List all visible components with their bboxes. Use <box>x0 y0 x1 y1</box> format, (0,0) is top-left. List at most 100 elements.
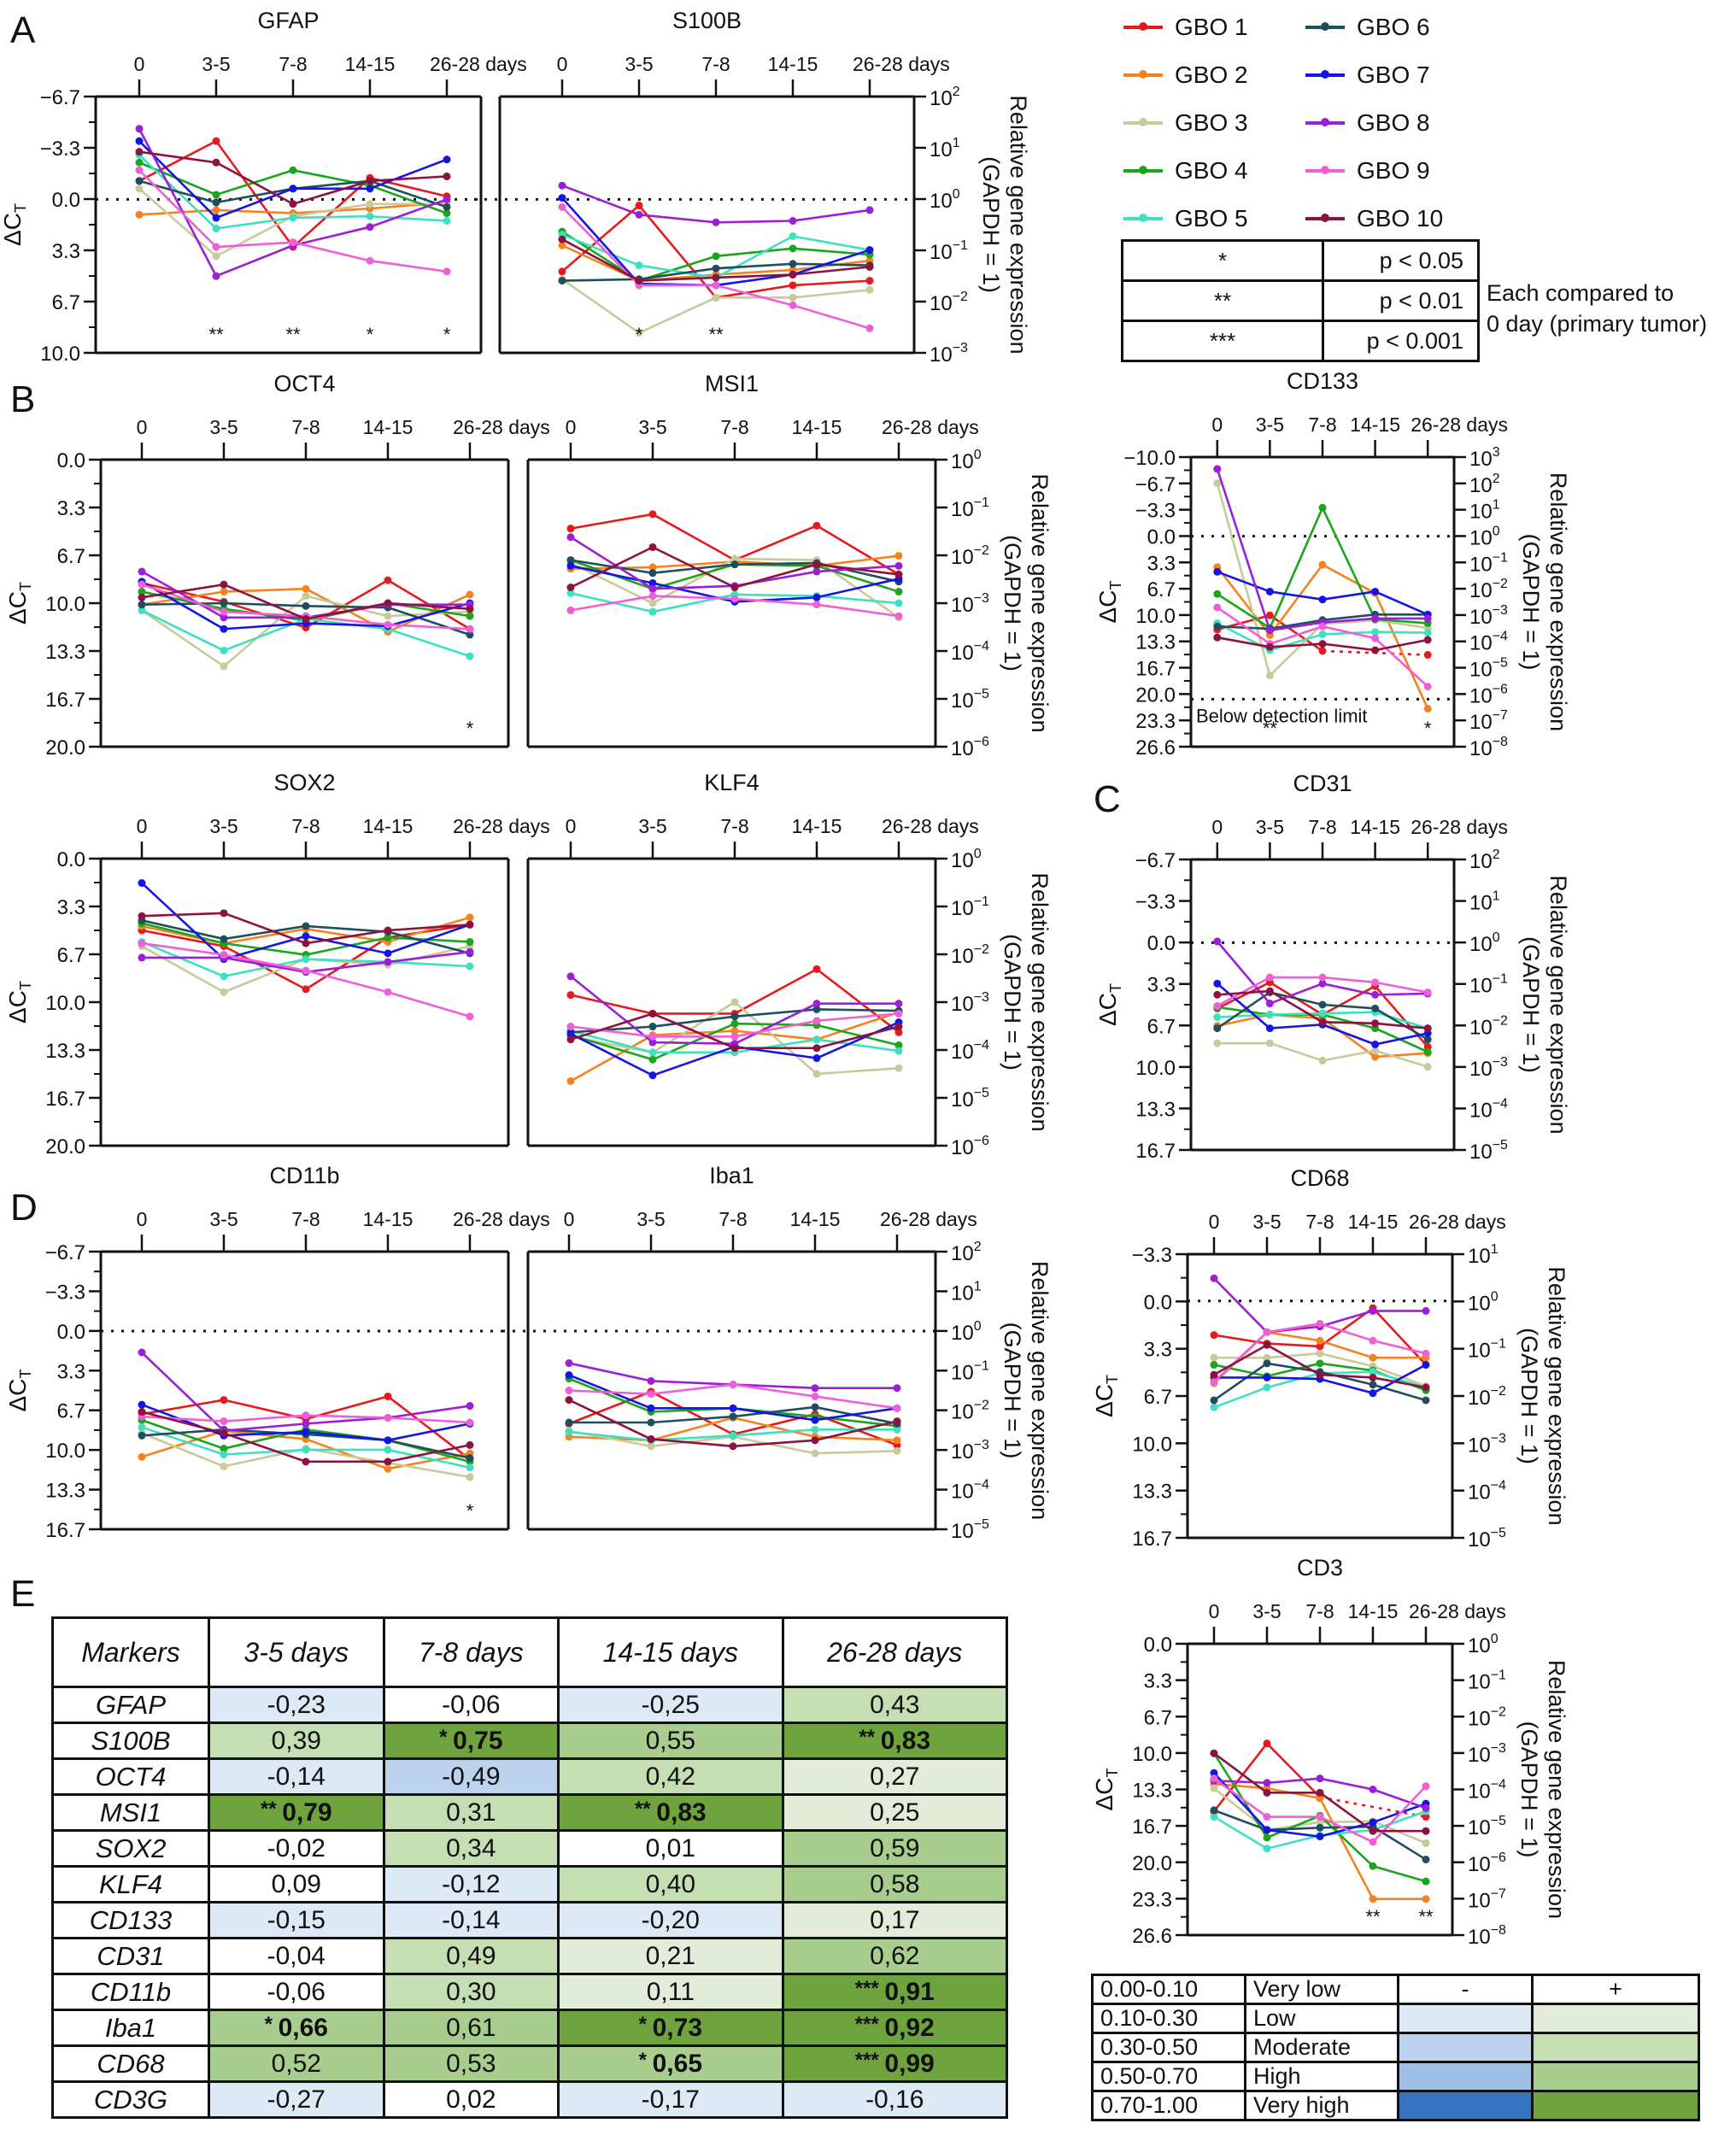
right-tick-label: 101 <box>951 1279 982 1305</box>
right-tick-label: 10−2 <box>1469 577 1508 602</box>
series-segment <box>734 597 818 606</box>
legend-item: GBO 6 <box>1305 10 1430 44</box>
right-tick-label: 10−6 <box>951 735 989 760</box>
tick-exponent: −5 <box>1493 1138 1508 1153</box>
series-gbo-8 <box>1210 1774 1430 1812</box>
series-gbo-5 <box>138 1423 474 1472</box>
series-segment <box>652 1045 736 1076</box>
y-tick-label: 23.3 <box>1132 1888 1172 1911</box>
series-segment <box>1322 619 1375 625</box>
y-tick-label: 6.7 <box>57 1400 85 1423</box>
tick-exponent: −5 <box>974 1086 989 1100</box>
y-tick-label: 10.0 <box>45 593 85 616</box>
correlation-value: 0,27 <box>870 1762 920 1791</box>
correlation-value: -0,14 <box>267 1762 326 1791</box>
series-segment <box>652 563 736 575</box>
y-tick-label: 13.3 <box>1135 631 1176 654</box>
correlation-cell: 0,49 <box>382 1937 560 1975</box>
y-tick-label: 3.3 <box>57 1360 85 1383</box>
correlation-cell: -0,49 <box>382 1757 560 1796</box>
significance-marker: ** <box>260 1798 283 1821</box>
right-tick-label: 10−3 <box>930 341 968 367</box>
tick-exponent: −7 <box>1491 1886 1506 1901</box>
series-segment <box>1217 606 1271 645</box>
data-point <box>865 285 874 294</box>
series-segment <box>816 1025 900 1050</box>
right-tick-label: 10−4 <box>1469 1096 1508 1122</box>
chart-cd11b: CD11b 0 3-5 7-8 14-15 26-28 days −6.7 −3.3 0.0 3.… <box>4 1163 550 1542</box>
tick-exponent: −1 <box>953 238 968 253</box>
right-tick-label: 100 <box>951 847 982 872</box>
data-point <box>466 631 474 639</box>
legend-marker-icon <box>1321 166 1329 174</box>
tick-exponent: −2 <box>974 543 989 558</box>
significance-note: Each compared to 0 day (primary tumor) <box>1487 278 1707 339</box>
x-tick-label: 0 <box>1209 1600 1220 1622</box>
x-tick-label: 14-15 <box>363 416 413 438</box>
right-tick-label: 100 <box>1469 930 1500 956</box>
series-segment <box>387 1422 471 1442</box>
scale-positive-swatch: + <box>1530 1974 1701 2005</box>
series-segment <box>814 1405 898 1425</box>
y-tick-label: 20.0 <box>45 736 85 760</box>
tick-exponent: −2 <box>974 942 989 957</box>
data-point <box>894 570 903 578</box>
data-point <box>466 1454 474 1463</box>
data-point <box>443 155 451 164</box>
data-point <box>466 1012 474 1021</box>
marker-name: S100B <box>51 1722 210 1760</box>
series-segment <box>1216 566 1271 636</box>
data-point <box>894 1009 903 1018</box>
series-gbo-10 <box>1210 1749 1430 1835</box>
y-axis-subscript: T <box>1104 1769 1121 1778</box>
scale-row: 0.00-0.10 Very low - + <box>1091 1974 1701 2005</box>
series-segment <box>1216 483 1271 676</box>
series-segment <box>1213 1809 1268 1832</box>
tick-exponent: 1 <box>1491 1242 1498 1257</box>
y-axis-subscript: T <box>17 981 34 990</box>
x-tick-label: 3-5 <box>209 416 238 438</box>
right-tick-label: 10−2 <box>951 1399 989 1424</box>
series-segment <box>650 1415 734 1424</box>
series-segment <box>138 150 217 164</box>
x-tick-label: 0 <box>564 1208 575 1230</box>
correlation-cell: -0,17 <box>557 2080 784 2119</box>
right-tick-label: 10−1 <box>1468 1669 1506 1694</box>
series-segment <box>652 1029 736 1036</box>
series-segment <box>732 1405 816 1418</box>
series-segment <box>1322 976 1375 984</box>
sig-symbol: * <box>1121 239 1324 282</box>
legend-item: GBO 8 <box>1305 106 1430 140</box>
series-segment <box>814 1420 898 1442</box>
series-segment <box>561 197 640 285</box>
series-segment <box>369 179 448 208</box>
tick-exponent: −3 <box>974 990 989 1005</box>
tick-exponent: −1 <box>974 496 989 510</box>
marker-name: SOX2 <box>51 1829 210 1868</box>
significance-marker: * <box>636 324 643 345</box>
series-segment <box>570 513 654 530</box>
scale-range: 0.10-0.30 <box>1091 2003 1246 2034</box>
right-tick-label: 10−3 <box>1468 1741 1506 1767</box>
x-tick-label: 7-8 <box>718 1208 747 1230</box>
y-axis-label: ΔCT <box>4 981 34 1024</box>
data-point <box>1422 1813 1430 1821</box>
y-tick-label: 6.7 <box>1144 1706 1172 1729</box>
data-point <box>1423 1047 1432 1056</box>
right-tick-label: 10−3 <box>951 591 989 617</box>
series-segment <box>792 304 871 330</box>
series-segment <box>1319 1815 1374 1868</box>
series-segment <box>568 1362 652 1382</box>
series-gbo-10 <box>566 543 903 592</box>
series-segment <box>215 187 294 220</box>
series-segment <box>1322 1003 1375 1010</box>
y-tick-label: 6.7 <box>57 545 85 568</box>
significance-marker: *** <box>854 1977 885 2000</box>
series-segment <box>1266 1323 1321 1334</box>
series-segment <box>561 238 640 282</box>
data-point <box>894 1047 903 1055</box>
tick-exponent: −5 <box>1491 1526 1506 1540</box>
scale-positive-swatch <box>1530 2090 1701 2121</box>
